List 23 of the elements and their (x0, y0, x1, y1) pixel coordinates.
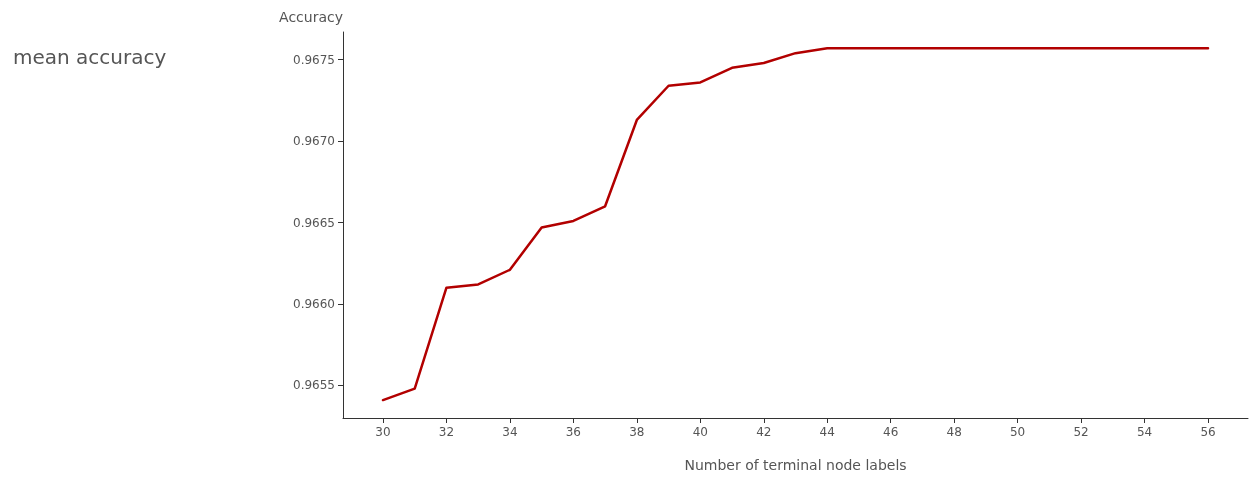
y-axis-title: Accuracy (279, 9, 343, 25)
x-tick-label: 46 (883, 425, 899, 439)
x-tick-label: 50 (1009, 425, 1026, 439)
x-axis-title: Number of terminal node labels (684, 457, 907, 473)
x-tick-label: 54 (1136, 425, 1153, 439)
x-tick-label: 36 (565, 425, 582, 439)
x-tick-label: 40 (692, 425, 708, 439)
x-tick-label: 34 (502, 425, 518, 439)
x-tick-label: 52 (1073, 425, 1089, 439)
y-tick-label: 0.9670 (293, 134, 335, 149)
text: mean accuracy (13, 45, 167, 69)
x-tick-label: 30 (375, 425, 391, 439)
line-series (381, 47, 1210, 402)
y-tick-label: 0.9655 (293, 378, 335, 393)
x-tick-label: 32 (438, 425, 455, 439)
y-tick-label: 0.9660 (293, 296, 335, 311)
y-tick-label: 0.9675 (293, 52, 335, 67)
x-tick-label: 38 (629, 425, 645, 439)
y-tick-label: 0.9665 (293, 215, 335, 230)
x-tick-label: 48 (946, 425, 962, 439)
x-tick-label: 42 (756, 425, 772, 439)
x-tick-label: 56 (1200, 425, 1216, 439)
x-tick-label: 44 (819, 425, 835, 439)
